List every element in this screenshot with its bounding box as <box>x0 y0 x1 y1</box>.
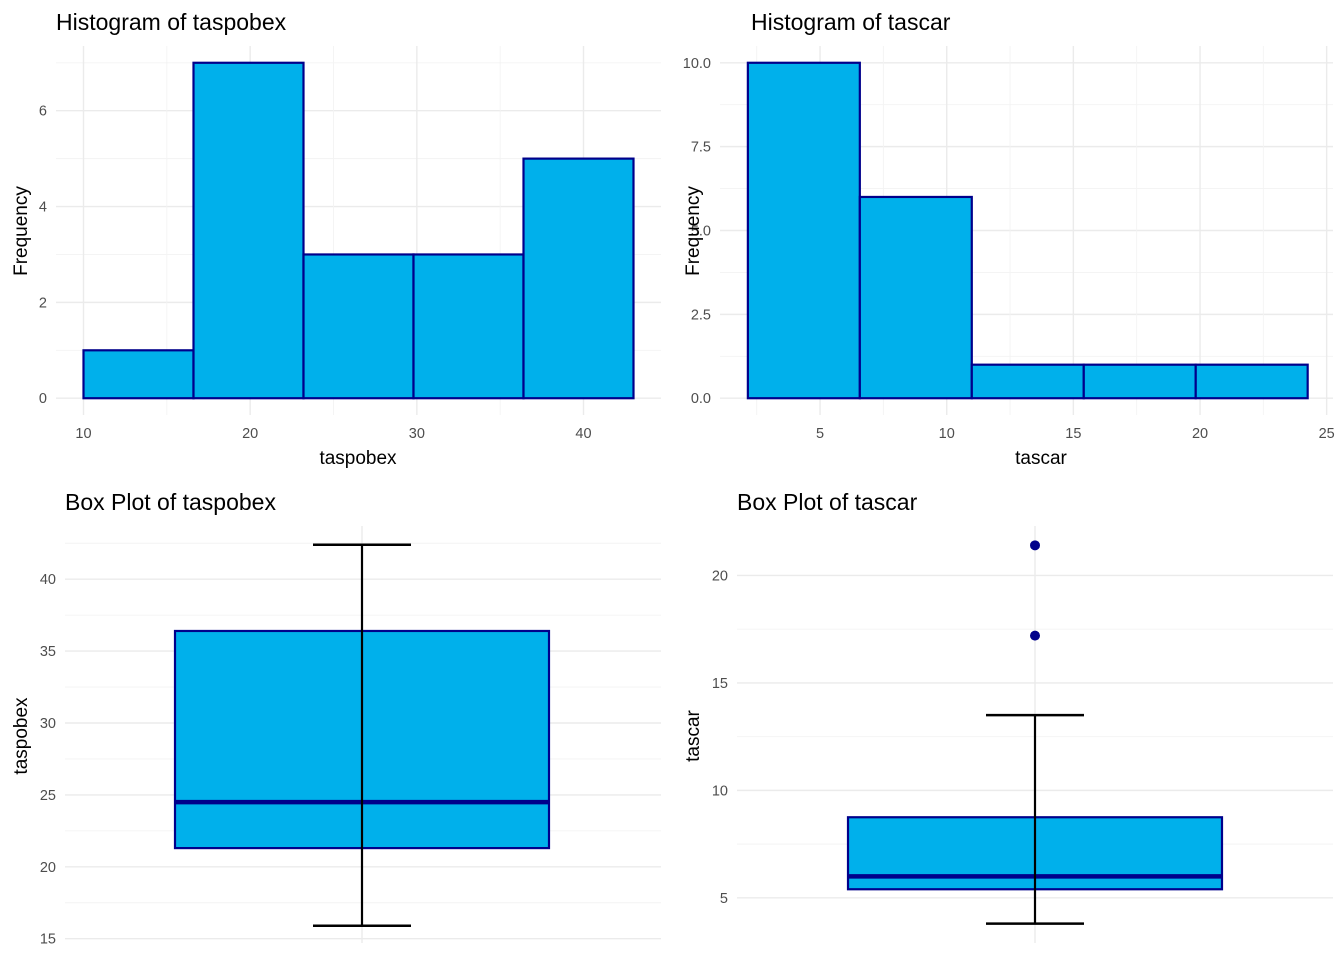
histogram-bar <box>1082 363 1197 400</box>
chart-title: Box Plot of tascar <box>737 489 918 515</box>
y-tick-label: 5.0 <box>691 224 711 240</box>
panel-histogram-taspobex: Histogram of taspobex 10 20 30 40 0 2 4 6 tasp… <box>11 9 661 469</box>
y-tick-label: 0 <box>39 391 47 407</box>
y-tick-label: 5 <box>720 891 728 907</box>
histogram-bar <box>746 61 861 400</box>
x-tick-label: 10 <box>939 426 955 442</box>
y-tick-label: 20 <box>712 568 728 584</box>
y-axis-ticks: 0.0 2.5 5.0 7.5 10.0 <box>683 56 711 407</box>
y-tick-label: 4 <box>39 200 47 216</box>
panel-boxplot-tascar: Box Plot of tascar 5 10 15 20 tascar <box>683 489 1333 943</box>
y-axis-ticks: 5 10 15 20 <box>712 568 728 906</box>
histogram-bar <box>192 61 305 400</box>
x-axis-ticks: 10 20 30 40 <box>75 426 591 442</box>
x-tick-label: 30 <box>409 426 425 442</box>
chart-title: Box Plot of taspobex <box>65 489 276 515</box>
histogram-bar <box>412 253 525 400</box>
outlier-point <box>1030 630 1040 641</box>
x-axis-title: taspobex <box>319 448 397 469</box>
y-tick-label: 7.5 <box>691 140 711 156</box>
x-axis-ticks: 5 10 15 20 25 <box>816 426 1335 442</box>
x-tick-label: 25 <box>1319 426 1335 442</box>
y-axis-title: Frequency <box>683 186 704 276</box>
y-tick-label: 10.0 <box>683 56 711 72</box>
y-tick-label: 20 <box>40 860 56 876</box>
y-axis-ticks: 0 2 4 6 <box>39 104 47 408</box>
y-tick-label: 15 <box>40 932 56 948</box>
y-tick-label: 30 <box>40 716 56 732</box>
boxplot-marks <box>173 543 551 927</box>
y-tick-label: 10 <box>712 783 728 799</box>
boxplot-marks <box>846 540 1224 925</box>
y-tick-label: 25 <box>40 788 56 804</box>
x-tick-label: 10 <box>75 426 91 442</box>
histogram-bar <box>970 363 1085 400</box>
x-tick-label: 20 <box>1192 426 1208 442</box>
x-tick-label: 20 <box>242 426 258 442</box>
y-tick-label: 15 <box>712 676 728 692</box>
chart-title: Histogram of taspobex <box>56 9 287 35</box>
x-axis-title: tascar <box>1015 448 1067 469</box>
x-tick-label: 5 <box>816 426 824 442</box>
x-tick-label: 15 <box>1065 426 1081 442</box>
outlier-point <box>1030 540 1040 551</box>
y-tick-label: 35 <box>40 644 56 660</box>
y-tick-label: 2.5 <box>691 307 711 323</box>
y-axis-title: Frequency <box>11 186 32 276</box>
histogram-bar <box>522 157 635 400</box>
chart-title: Histogram of tascar <box>751 9 951 35</box>
y-axis-ticks: 15 20 25 30 35 40 <box>40 572 56 947</box>
y-tick-label: 2 <box>39 295 47 311</box>
panel-histogram-tascar: Histogram of tascar 5 10 15 20 25 0.0 2.5 5.0 7… <box>683 9 1335 469</box>
panel-boxplot-taspobex: Box Plot of taspobex 15 20 25 30 35 40 taspob… <box>11 489 661 948</box>
y-tick-label: 40 <box>40 572 56 588</box>
y-axis-title: tascar <box>683 709 704 761</box>
y-axis-title: taspobex <box>11 697 32 775</box>
histogram-bars <box>82 61 635 400</box>
y-tick-label: 6 <box>39 104 47 120</box>
histogram-bars <box>746 61 1309 400</box>
histogram-bar <box>1194 363 1309 400</box>
y-tick-label: 0.0 <box>691 391 711 407</box>
histogram-bar <box>82 349 195 400</box>
x-tick-label: 40 <box>575 426 591 442</box>
histogram-bar <box>858 195 973 400</box>
histogram-bar <box>302 253 415 400</box>
